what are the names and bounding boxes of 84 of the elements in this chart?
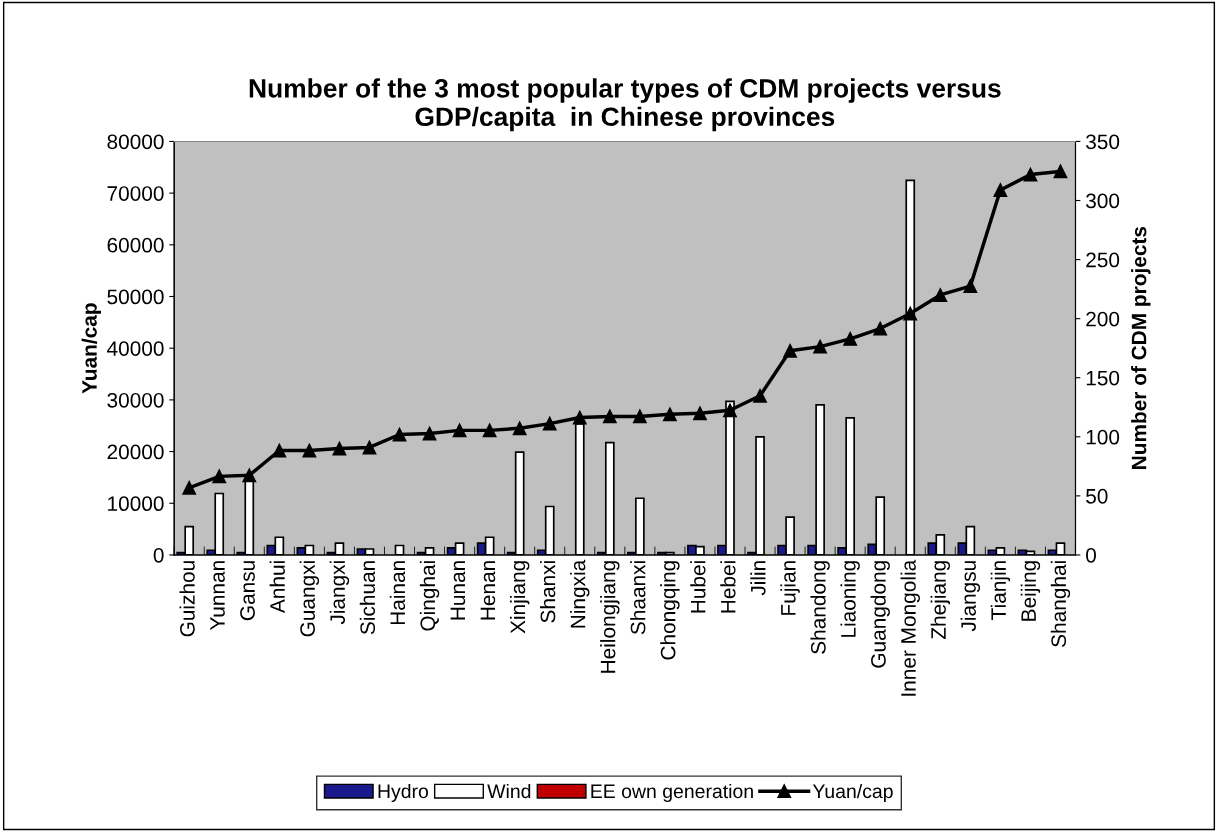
x-tick-label: Hebei bbox=[720, 561, 736, 613]
point bbox=[993, 183, 1008, 197]
x-tick-label: Shaanxi bbox=[630, 561, 646, 635]
x-tick-label: Xinjiang bbox=[509, 561, 530, 634]
y-tick-label: 0 bbox=[153, 547, 164, 563]
point bbox=[783, 343, 798, 358]
y2-tick-label: 200 bbox=[1086, 311, 1120, 327]
x-tick-label: Chongqing bbox=[660, 561, 680, 660]
x-tick-label: Henan bbox=[480, 561, 496, 620]
point bbox=[963, 279, 978, 294]
x-tick-label: Tianjin bbox=[990, 561, 1011, 620]
point bbox=[1023, 167, 1038, 182]
point bbox=[662, 407, 677, 422]
x-tick-label: Shanxi bbox=[540, 561, 556, 623]
point bbox=[602, 409, 617, 424]
y2-tick-label: 250 bbox=[1086, 252, 1120, 268]
x-tick-label: Hainan bbox=[389, 561, 406, 625]
x-tick-label: Jiangxi bbox=[329, 561, 350, 625]
y2-axis-title: Number of CDM projects bbox=[1131, 226, 1151, 469]
x-tick-label: Inner Mongolia bbox=[900, 559, 920, 696]
point bbox=[542, 416, 557, 431]
point bbox=[692, 406, 707, 421]
point bbox=[933, 288, 948, 302]
point bbox=[422, 426, 437, 441]
y-tick-label: 30000 bbox=[107, 392, 164, 408]
point bbox=[242, 468, 257, 483]
point bbox=[512, 421, 527, 436]
point bbox=[873, 321, 888, 336]
x-tick-label: Beijing bbox=[1020, 561, 1041, 621]
x-tick-label: Hunan bbox=[450, 561, 466, 620]
y-tick-label: 60000 bbox=[107, 237, 164, 253]
x-tick-label: Qinghai bbox=[419, 561, 440, 631]
x-tick-label: Jiangsu bbox=[960, 561, 981, 632]
y2-tick-label: 350 bbox=[1086, 134, 1120, 150]
x-tick-label: Liaoning bbox=[840, 561, 860, 637]
y-tick-label: 20000 bbox=[107, 444, 164, 460]
y-tick-label: 70000 bbox=[107, 186, 164, 201]
legend-label: EE own generation bbox=[591, 783, 753, 803]
x-tick-label: Guangdong bbox=[870, 561, 890, 668]
x-tick-label: Jilin bbox=[750, 561, 766, 596]
point bbox=[843, 331, 858, 346]
x-tick-label: Hubei bbox=[690, 561, 706, 613]
point bbox=[903, 306, 918, 321]
y2-tick-label: 300 bbox=[1086, 193, 1120, 209]
x-tick-label: Fujian bbox=[780, 561, 800, 615]
point bbox=[392, 427, 407, 442]
y2-tick-label: 0 bbox=[1086, 547, 1096, 563]
point bbox=[272, 443, 287, 458]
y-axis-title: Yuan/cap bbox=[81, 303, 101, 394]
y-tick-label: 40000 bbox=[107, 341, 164, 356]
point bbox=[813, 339, 828, 354]
x-tick-label: Yunnan bbox=[210, 561, 225, 631]
point bbox=[632, 409, 647, 424]
point bbox=[482, 423, 497, 438]
x-tick-label: Anhui bbox=[269, 561, 285, 614]
y-tick-label: 50000 bbox=[107, 289, 164, 305]
point bbox=[362, 440, 377, 455]
y-tick-label: 10000 bbox=[108, 496, 164, 512]
y2-tick-label: 150 bbox=[1086, 370, 1120, 386]
point bbox=[182, 480, 197, 495]
point bbox=[753, 388, 767, 403]
point bbox=[572, 410, 587, 425]
x-tick-label: Ningxia bbox=[570, 559, 590, 628]
legend-label: Yuan/cap bbox=[812, 783, 893, 803]
point bbox=[212, 469, 227, 484]
legend-label: Wind bbox=[487, 783, 531, 799]
y-tick-label: 80000 bbox=[107, 134, 164, 150]
point bbox=[723, 403, 737, 418]
x-tick-label: Sichuan bbox=[359, 561, 376, 635]
point bbox=[452, 423, 467, 438]
point bbox=[302, 443, 317, 458]
x-tick-label: Guangxi bbox=[299, 561, 320, 637]
y2-tick-label: 100 bbox=[1086, 429, 1120, 445]
x-tick-label: Shanghai bbox=[1050, 561, 1071, 647]
x-tick-label: Shandong bbox=[810, 561, 830, 654]
x-tick-label: Gansu bbox=[240, 561, 255, 621]
y2-tick-label: 50 bbox=[1086, 488, 1108, 504]
x-tick-label: Zhejiang bbox=[930, 561, 951, 640]
x-tick-label: Guizhou bbox=[179, 561, 195, 637]
point bbox=[1053, 164, 1068, 179]
legend-label: Hydro bbox=[378, 783, 429, 803]
point bbox=[332, 441, 347, 456]
x-tick-label: Heilongjiang bbox=[600, 561, 620, 673]
chart-title: Number of the 3 most popular types of CDM projects versus GDP/capita in Chinese provinces bbox=[249, 78, 1001, 132]
